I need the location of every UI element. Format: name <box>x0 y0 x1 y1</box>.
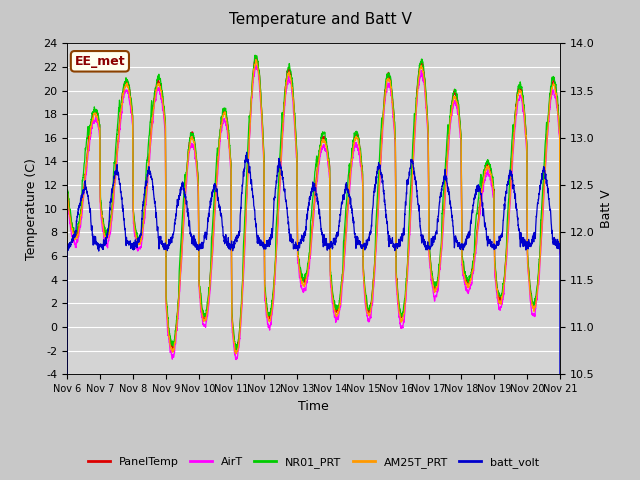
X-axis label: Time: Time <box>298 400 329 413</box>
Text: Temperature and Batt V: Temperature and Batt V <box>228 12 412 27</box>
Legend: PanelTemp, AirT, NR01_PRT, AM25T_PRT, batt_volt: PanelTemp, AirT, NR01_PRT, AM25T_PRT, ba… <box>83 452 544 472</box>
Y-axis label: Temperature (C): Temperature (C) <box>25 158 38 260</box>
Text: EE_met: EE_met <box>75 55 125 68</box>
Y-axis label: Batt V: Batt V <box>600 190 613 228</box>
